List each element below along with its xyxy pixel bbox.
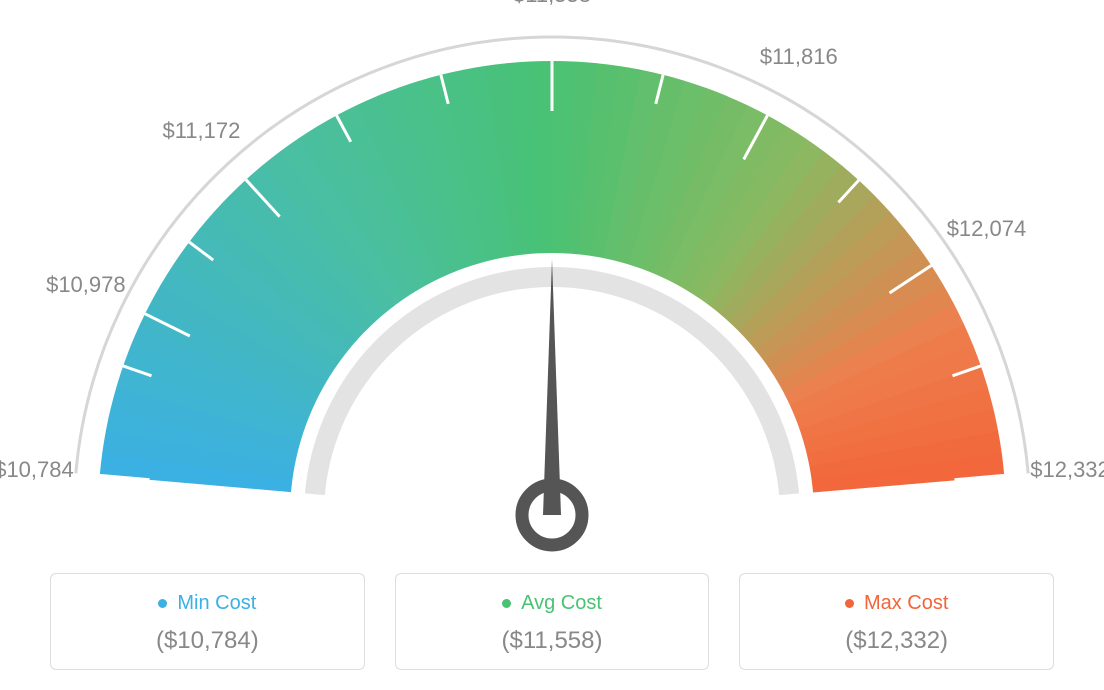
- gauge-tick-label: $10,978: [46, 272, 126, 298]
- avg-cost-label-row: Avg Cost: [502, 592, 602, 615]
- max-cost-dot: [845, 599, 854, 608]
- avg-cost-label: Avg Cost: [521, 592, 602, 615]
- gauge-tick-label: $12,074: [947, 216, 1027, 242]
- gauge-area: $10,784 $10,978 $11,172 $11,558 $11,816 $12,0…: [0, 0, 1104, 555]
- summary-cards-row: Min Cost ($10,784) Avg Cost ($11,558) Ma…: [50, 573, 1054, 670]
- max-cost-value: ($12,332): [750, 627, 1043, 655]
- gauge-tick-label: $10,784: [0, 457, 74, 483]
- max-cost-label: Max Cost: [864, 592, 948, 615]
- gauge-needle: [543, 259, 561, 515]
- gauge-chart-container: { "gauge": { "type": "gauge", "min": 107…: [0, 0, 1104, 690]
- min-cost-dot: [158, 599, 167, 608]
- gauge-tick-label: $11,816: [760, 44, 838, 70]
- gauge-tick-label: $11,172: [162, 118, 240, 144]
- min-cost-card: Min Cost ($10,784): [50, 573, 365, 670]
- gauge-tick-label: $12,332: [1030, 457, 1104, 483]
- max-cost-card: Max Cost ($12,332): [739, 573, 1054, 670]
- avg-cost-card: Avg Cost ($11,558): [395, 573, 710, 670]
- gauge-svg: [0, 0, 1104, 555]
- min-cost-value: ($10,784): [61, 627, 354, 655]
- min-cost-label: Min Cost: [177, 592, 256, 615]
- gauge-tick-label: $11,558: [513, 0, 591, 8]
- avg-cost-value: ($11,558): [406, 627, 699, 655]
- avg-cost-dot: [502, 599, 511, 608]
- min-cost-label-row: Min Cost: [158, 592, 256, 615]
- max-cost-label-row: Max Cost: [845, 592, 948, 615]
